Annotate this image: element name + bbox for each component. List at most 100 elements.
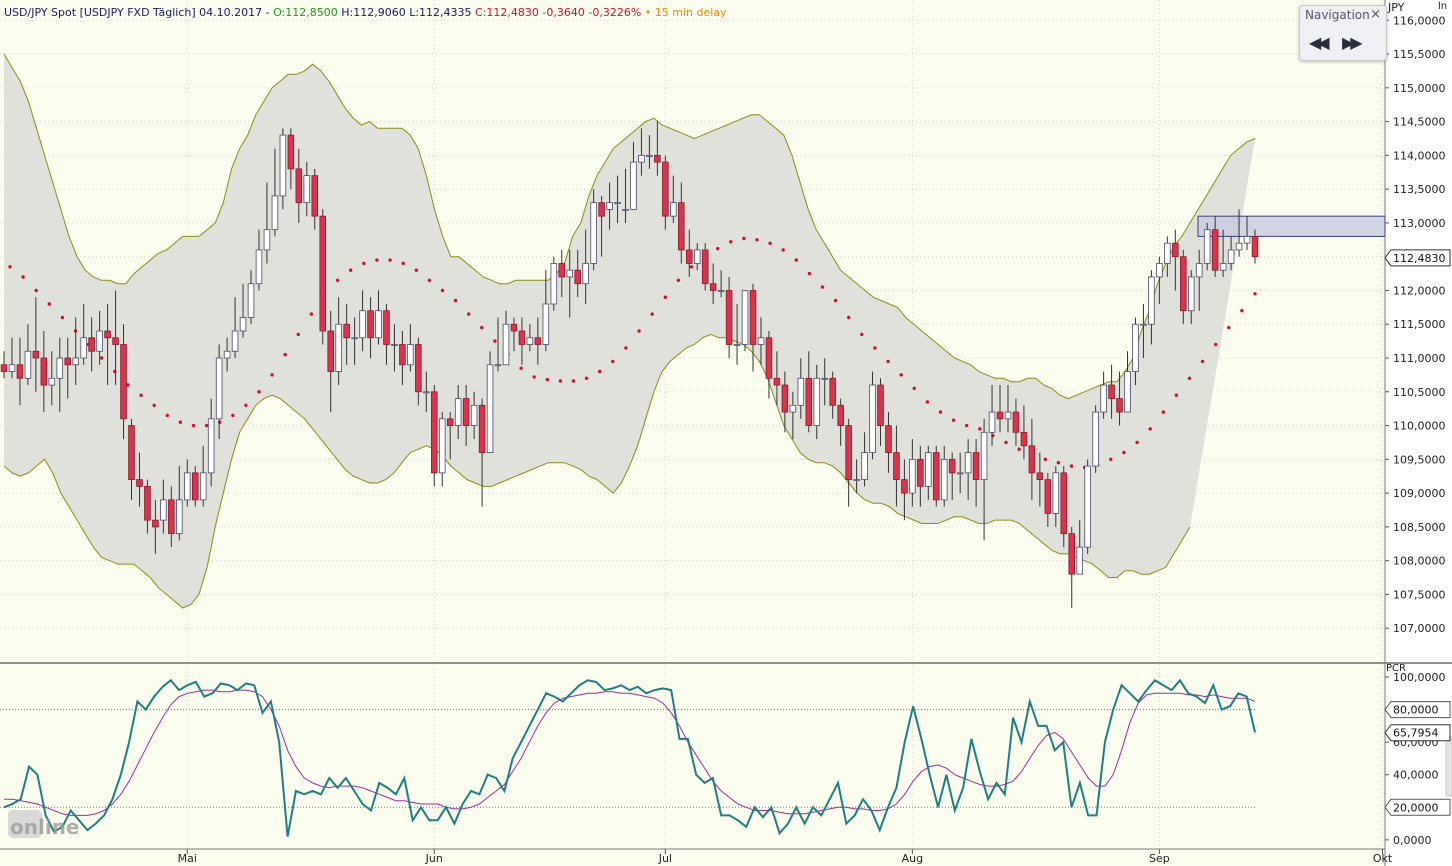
- candle-body: [80, 337, 87, 359]
- month-label: Mai: [178, 852, 197, 865]
- month-label: Jun: [425, 852, 443, 865]
- candle-body: [470, 404, 478, 426]
- candle-body: [678, 202, 685, 251]
- sar-dot: [467, 312, 471, 316]
- candle-body: [383, 310, 390, 345]
- candle-body: [415, 344, 422, 393]
- candle-body: [1124, 371, 1131, 413]
- candle-body: [40, 357, 48, 386]
- candle-body: [1004, 411, 1012, 420]
- sar-dot: [244, 403, 248, 407]
- candle-body: [566, 269, 574, 278]
- sar-dot: [388, 258, 392, 262]
- candle-body: [399, 344, 406, 366]
- header-symbol: USD/JPY Spot [USDJPY FXD Täglich] 04.10.…: [4, 6, 274, 19]
- watermark-logo: online: [10, 815, 80, 839]
- indicator-tick-label: 0,0000: [1393, 834, 1432, 847]
- last-value-marker: [1384, 724, 1451, 742]
- candle-body: [829, 377, 836, 406]
- candle-body: [725, 290, 733, 345]
- candle-body: [821, 377, 828, 380]
- candle-body: [1100, 384, 1107, 413]
- sar-dot: [558, 379, 563, 383]
- candle-body: [670, 202, 677, 217]
- back-button[interactable]: ◀◀: [1309, 33, 1330, 52]
- candle-body: [1108, 384, 1115, 399]
- month-label: Sep: [1149, 852, 1170, 865]
- header-delay: • 15 min delay: [641, 6, 727, 19]
- candle-body: [454, 398, 462, 426]
- candle-body: [319, 215, 326, 332]
- price-axis-area: [1385, 0, 1452, 866]
- candle-body: [701, 249, 709, 285]
- price-tick-label: 107,0000: [1393, 622, 1446, 635]
- candle-body: [176, 499, 183, 535]
- candle-body: [741, 290, 749, 345]
- candle-body: [765, 337, 773, 379]
- sar-dot: [375, 258, 379, 262]
- price-tick-label: 109,0000: [1393, 487, 1446, 500]
- sar-dot: [965, 423, 969, 428]
- header-close: C:112,4830 -0,3640 -0,3226%: [475, 6, 642, 19]
- candle-body: [757, 337, 765, 345]
- candle-body: [24, 350, 32, 379]
- candle-body: [1187, 276, 1195, 312]
- indicator-tick-label: 100,0000: [1393, 671, 1446, 684]
- price-tick-label: 111,0000: [1393, 352, 1446, 365]
- price-tick-label: 108,5000: [1393, 521, 1446, 534]
- sar-dot: [729, 240, 733, 244]
- scroll-handle: [1445, 735, 1452, 797]
- candle-body: [1060, 472, 1068, 535]
- candle-body: [510, 323, 518, 332]
- sar-dot: [611, 359, 615, 364]
- sar-dot: [584, 376, 589, 380]
- bollinger-lower-line: [3, 333, 1191, 609]
- candle-body: [1219, 263, 1227, 271]
- candle-body: [160, 499, 167, 521]
- candle-body: [271, 195, 279, 231]
- sar-dot: [100, 356, 104, 360]
- sar-dot: [951, 418, 956, 422]
- candle-body: [391, 344, 398, 346]
- candle-body: [542, 303, 550, 345]
- sar-dot: [637, 329, 641, 333]
- sar-dot: [21, 275, 25, 279]
- last-price-marker: [1384, 249, 1451, 267]
- candle-body: [112, 337, 119, 345]
- candle-body: [1140, 323, 1147, 326]
- candle-body: [88, 337, 95, 352]
- candle-body: [685, 249, 693, 264]
- sar-dot: [781, 248, 785, 252]
- sar-dot: [545, 377, 549, 382]
- candle-body: [1028, 445, 1036, 474]
- candle-body: [168, 499, 175, 535]
- candle-body: [1203, 229, 1211, 264]
- navigation-panel[interactable]: Navigation × ◀◀ ▶▶: [1299, 5, 1387, 61]
- forward-button[interactable]: ▶▶: [1342, 33, 1363, 52]
- sar-dot: [676, 278, 681, 282]
- sar-dot: [886, 359, 890, 364]
- indicator-tick-label: 40,0000: [1393, 769, 1439, 782]
- sar-dot: [139, 393, 143, 397]
- candle-body: [303, 175, 311, 204]
- candle-body: [367, 310, 374, 339]
- candle-body: [733, 344, 741, 346]
- candle-body: [1052, 472, 1060, 514]
- sar-dot: [191, 423, 196, 428]
- candle-body: [32, 350, 40, 359]
- candle-body: [853, 479, 860, 482]
- sar-dot: [283, 352, 287, 357]
- sar-dot: [1200, 359, 1205, 364]
- close-icon[interactable]: ×: [1370, 7, 1381, 22]
- reference-marker: [1384, 701, 1451, 719]
- price-tick-label: 115,5000: [1393, 48, 1446, 61]
- pcr-signal-line: [4, 689, 1256, 816]
- candle-body: [917, 458, 924, 487]
- candle-body: [988, 411, 996, 433]
- candle-body: [438, 418, 446, 474]
- candle-body: [885, 425, 892, 453]
- sar-dot: [820, 285, 825, 289]
- candle-body: [614, 202, 621, 205]
- price-tick-label: 114,0000: [1393, 149, 1446, 162]
